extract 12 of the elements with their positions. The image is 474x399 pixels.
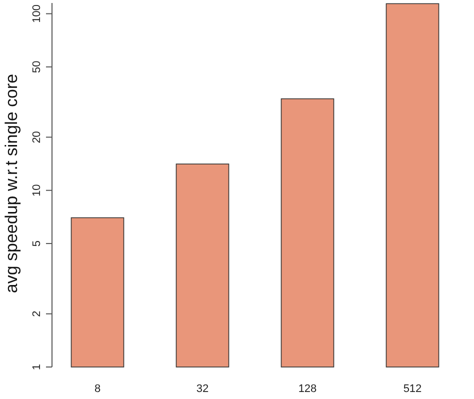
y-tick-label: 2 bbox=[31, 310, 43, 317]
y-tick-label: 100 bbox=[31, 4, 43, 23]
y-tick-label: 10 bbox=[31, 184, 43, 196]
x-tick-label: 128 bbox=[298, 383, 317, 395]
x-tick-label: 32 bbox=[196, 383, 209, 395]
y-tick-label: 1 bbox=[31, 364, 43, 370]
y-tick-label: 20 bbox=[31, 131, 43, 144]
y-tick-label: 5 bbox=[31, 240, 43, 247]
x-tick-label: 512 bbox=[403, 383, 422, 395]
y-axis-title: avg speedup w.r.t single core bbox=[2, 74, 21, 294]
y-tick-label: 50 bbox=[31, 60, 43, 74]
x-tick-label: 8 bbox=[94, 383, 101, 395]
